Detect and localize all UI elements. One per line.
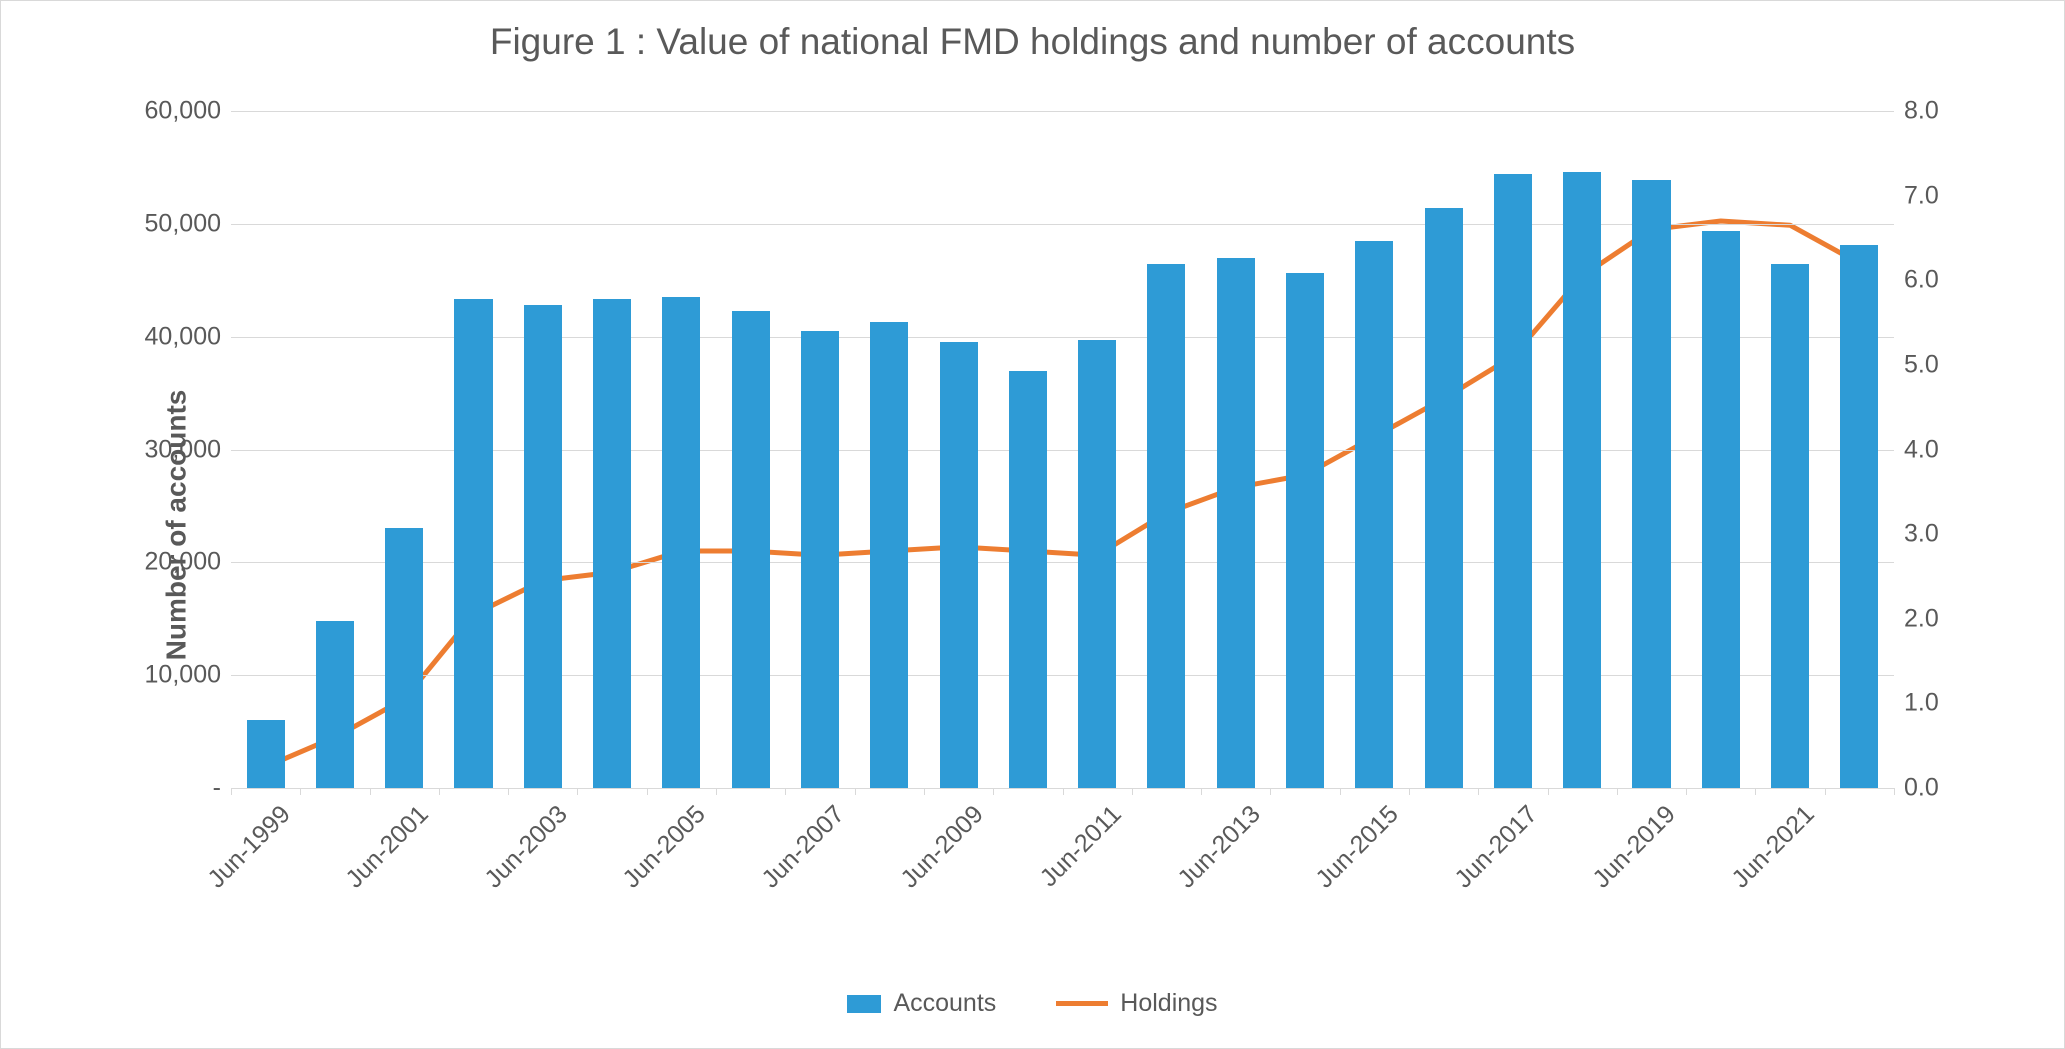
bar bbox=[732, 311, 770, 788]
x-tick-mark bbox=[855, 788, 856, 795]
legend-accounts-label: Accounts bbox=[893, 989, 996, 1018]
bar bbox=[454, 299, 492, 788]
bar bbox=[1078, 340, 1116, 788]
bar bbox=[1355, 241, 1393, 788]
bar bbox=[524, 305, 562, 788]
x-tick-label: Jun-2007 bbox=[745, 800, 850, 905]
y-tick-left: 50,000 bbox=[145, 209, 221, 238]
x-tick-label: Jun-2011 bbox=[1022, 800, 1127, 905]
bar bbox=[662, 297, 700, 788]
bar bbox=[801, 331, 839, 788]
y-tick-left: 40,000 bbox=[145, 322, 221, 351]
x-tick-mark bbox=[1409, 788, 1410, 795]
bar bbox=[870, 322, 908, 788]
x-tick-mark bbox=[1063, 788, 1064, 795]
x-tick-label: Jun-2005 bbox=[607, 800, 712, 905]
x-tick-label: Jun-2013 bbox=[1161, 800, 1266, 905]
bar bbox=[1563, 172, 1601, 788]
legend-holdings-label: Holdings bbox=[1120, 989, 1217, 1018]
x-tick-mark bbox=[439, 788, 440, 795]
x-tick-mark bbox=[1340, 788, 1341, 795]
y-tick-right: 0.0 bbox=[1904, 774, 1939, 803]
y-tick-right: 4.0 bbox=[1904, 435, 1939, 464]
bar bbox=[1494, 174, 1532, 788]
legend: Accounts Holdings bbox=[1, 989, 2064, 1018]
gridline bbox=[231, 111, 1894, 112]
y-tick-right: 1.0 bbox=[1904, 689, 1939, 718]
x-tick-mark bbox=[716, 788, 717, 795]
bar bbox=[316, 621, 354, 788]
x-tick-mark bbox=[508, 788, 509, 795]
x-tick-label: Jun-2017 bbox=[1438, 800, 1543, 905]
bar bbox=[1147, 264, 1185, 788]
y-tick-right: 6.0 bbox=[1904, 266, 1939, 295]
x-tick-mark bbox=[300, 788, 301, 795]
x-tick-mark bbox=[1201, 788, 1202, 795]
bar bbox=[1425, 208, 1463, 788]
y-tick-left: 20,000 bbox=[145, 548, 221, 577]
legend-bar-swatch bbox=[847, 995, 881, 1013]
x-tick-mark bbox=[1686, 788, 1687, 795]
bar bbox=[1632, 180, 1670, 788]
y-tick-right: 7.0 bbox=[1904, 181, 1939, 210]
x-tick-mark bbox=[1270, 788, 1271, 795]
y-tick-left: - bbox=[213, 774, 221, 803]
y-tick-right: 5.0 bbox=[1904, 350, 1939, 379]
bar bbox=[1702, 231, 1740, 788]
x-tick-mark bbox=[1132, 788, 1133, 795]
bar bbox=[1771, 264, 1809, 788]
bar bbox=[593, 299, 631, 788]
x-tick-mark bbox=[1478, 788, 1479, 795]
x-tick-mark bbox=[1825, 788, 1826, 795]
x-tick-mark bbox=[231, 788, 232, 795]
chart-container: Figure 1 : Value of national FMD holding… bbox=[0, 0, 2065, 1049]
bar bbox=[1840, 245, 1878, 788]
x-tick-mark bbox=[1617, 788, 1618, 795]
legend-item-accounts: Accounts bbox=[847, 989, 996, 1018]
y-axis-left-label: Number of accounts bbox=[160, 389, 192, 660]
y-tick-right: 3.0 bbox=[1904, 520, 1939, 549]
x-tick-mark bbox=[785, 788, 786, 795]
bar bbox=[1009, 371, 1047, 788]
y-tick-left: 10,000 bbox=[145, 661, 221, 690]
bar bbox=[247, 720, 285, 788]
legend-item-holdings: Holdings bbox=[1056, 989, 1217, 1018]
plot-area: - 10,00020,00030,00040,00050,00060,0000.… bbox=[231, 111, 1894, 788]
chart-title: Figure 1 : Value of national FMD holding… bbox=[1, 21, 2064, 63]
bar bbox=[1217, 258, 1255, 788]
bar bbox=[1286, 273, 1324, 788]
x-tick-mark bbox=[924, 788, 925, 795]
legend-line-swatch bbox=[1056, 1001, 1108, 1006]
y-tick-right: 8.0 bbox=[1904, 97, 1939, 126]
x-tick-mark bbox=[370, 788, 371, 795]
x-tick-label: Jun-2019 bbox=[1577, 800, 1682, 905]
x-tick-mark bbox=[993, 788, 994, 795]
bar bbox=[385, 528, 423, 788]
x-tick-label: Jun-2001 bbox=[329, 800, 434, 905]
x-tick-label: Jun-2003 bbox=[468, 800, 573, 905]
x-tick-label: Jun-1999 bbox=[191, 800, 296, 905]
x-tick-mark bbox=[1755, 788, 1756, 795]
x-tick-mark bbox=[647, 788, 648, 795]
x-tick-label: Jun-2021 bbox=[1715, 800, 1820, 905]
bar bbox=[940, 342, 978, 788]
y-tick-right: 2.0 bbox=[1904, 604, 1939, 633]
x-tick-mark bbox=[1548, 788, 1549, 795]
x-tick-label: Jun-2009 bbox=[884, 800, 989, 905]
y-tick-left: 60,000 bbox=[145, 97, 221, 126]
y-tick-left: 30,000 bbox=[145, 435, 221, 464]
x-tick-mark bbox=[577, 788, 578, 795]
x-tick-label: Jun-2015 bbox=[1299, 800, 1404, 905]
x-tick-mark bbox=[1894, 788, 1895, 795]
